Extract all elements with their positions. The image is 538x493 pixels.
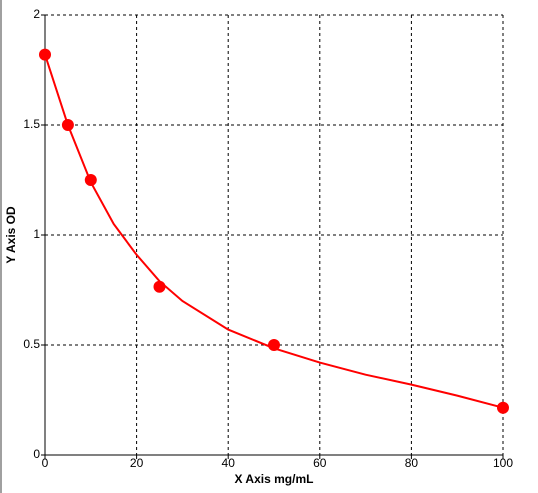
- data-point: [268, 339, 280, 351]
- data-point: [497, 401, 509, 414]
- y-axis-title: Y Axis OD: [4, 206, 18, 264]
- data-point: [84, 174, 97, 186]
- window-edge: [0, 0, 2, 493]
- x-tick-label: 100: [493, 456, 513, 470]
- data-point: [61, 119, 74, 131]
- y-tick-label: 0.5: [23, 337, 40, 351]
- data-point: [153, 280, 166, 293]
- x-tick-label: 80: [405, 456, 419, 470]
- x-tick-label: 0: [42, 456, 49, 470]
- x-tick-label: 60: [313, 456, 327, 470]
- fit-curve: [44, 54, 504, 409]
- x-axis-title: X Axis mg/mL: [235, 472, 314, 486]
- y-tick-label: 2: [33, 7, 40, 21]
- x-tick-label: 20: [130, 456, 144, 470]
- y-tick-label: 1.5: [23, 117, 40, 131]
- y-tick-label: 1: [33, 227, 40, 241]
- data-point: [39, 48, 51, 61]
- y-tick-label: 0: [33, 447, 40, 461]
- x-tick-label: 40: [222, 456, 236, 470]
